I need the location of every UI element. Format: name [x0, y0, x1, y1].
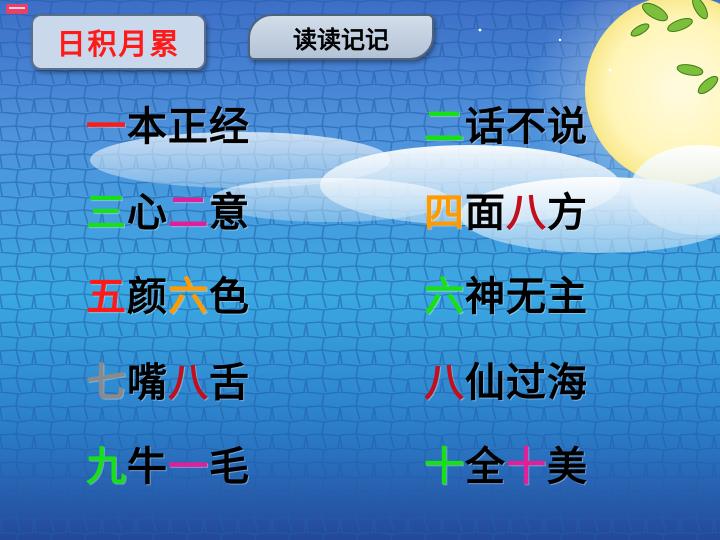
idiom-char: 仙 [465, 360, 506, 406]
idiom-char: 神 [465, 274, 506, 320]
idiom-char: 全 [465, 444, 506, 490]
idiom-item: 二话不说 [424, 103, 588, 151]
idiom-char: 经 [209, 104, 250, 150]
idiom-char: 十 [424, 444, 465, 490]
idiom-char: 四 [424, 190, 465, 236]
idiom-char: 过 [506, 360, 547, 406]
idiom-char: 八 [424, 360, 465, 406]
idiom-char: 颜 [127, 274, 168, 320]
idiom-char: 方 [547, 190, 588, 236]
idiom-item: 四面八方 [424, 189, 588, 237]
idiom-item: 九牛一毛 [86, 443, 250, 491]
idiom-item: 八仙过海 [424, 359, 588, 407]
idiom-item: 十全十美 [424, 443, 588, 491]
idiom-char: 色 [209, 274, 250, 320]
idiom-char: 不 [506, 104, 547, 150]
idiom-char: 主 [547, 274, 588, 320]
idiom-item: 一本正经 [86, 103, 250, 151]
idiom-char: 本 [127, 104, 168, 150]
idiom-item: 六神无主 [424, 273, 588, 321]
idiom-char: 六 [168, 274, 209, 320]
idiom-char: 毛 [209, 444, 250, 490]
idiom-item: 三心二意 [86, 189, 250, 237]
idiom-char: 无 [506, 274, 547, 320]
idiom-item: 七嘴八舌 [86, 359, 250, 407]
idiom-char: 舌 [209, 360, 250, 406]
idiom-char: 六 [424, 274, 465, 320]
idiom-char: 嘴 [127, 360, 168, 406]
idiom-char: 一 [168, 444, 209, 490]
idiom-char: 牛 [127, 444, 168, 490]
idiom-char: 正 [168, 104, 209, 150]
corner-logo [6, 4, 28, 14]
idiom-char: 意 [209, 190, 250, 236]
idiom-char: 二 [168, 190, 209, 236]
idiom-char: 九 [86, 444, 127, 490]
idiom-char: 一 [86, 104, 127, 150]
read-tag-label: 读读记记 [293, 25, 389, 54]
idiom-item: 五颜六色 [86, 273, 250, 321]
idiom-char: 八 [506, 190, 547, 236]
idiom-char: 十 [506, 444, 547, 490]
title-box: 日积月累 [31, 14, 206, 70]
idiom-char: 八 [168, 360, 209, 406]
idiom-char: 二 [424, 104, 465, 150]
idiom-char: 面 [465, 190, 506, 236]
read-tag-button[interactable]: 读读记记 [248, 14, 434, 60]
idiom-char: 海 [547, 360, 588, 406]
idiom-char: 美 [547, 444, 588, 490]
idiom-char: 七 [86, 360, 127, 406]
idiom-char: 话 [465, 104, 506, 150]
page-title: 日积月累 [56, 27, 181, 61]
idiom-char: 三 [86, 190, 127, 236]
idiom-char: 说 [547, 104, 588, 150]
idiom-char: 心 [127, 190, 168, 236]
idiom-char: 五 [86, 274, 127, 320]
